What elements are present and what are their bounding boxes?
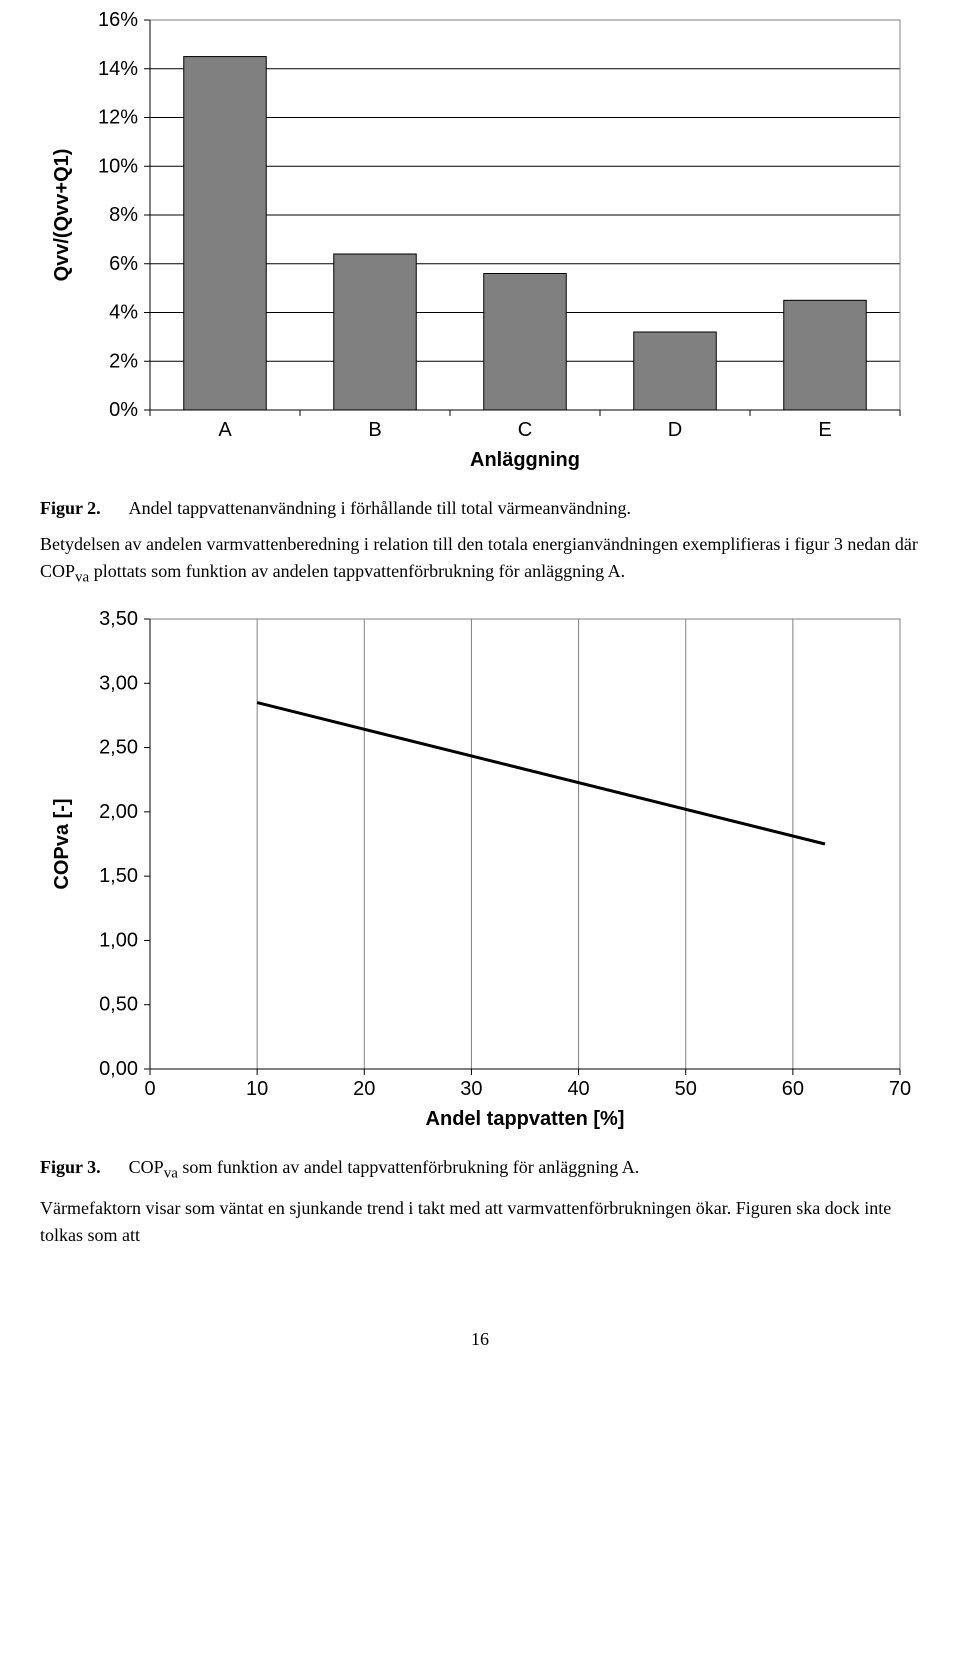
svg-text:2,00: 2,00 (99, 801, 138, 823)
svg-text:12%: 12% (98, 107, 138, 129)
svg-text:30: 30 (460, 1078, 482, 1100)
svg-text:3,50: 3,50 (99, 609, 138, 630)
fig2-text: Andel tappvattenanvändning i förhållande… (129, 498, 631, 519)
svg-text:10%: 10% (98, 155, 138, 177)
svg-text:0: 0 (144, 1078, 155, 1100)
svg-text:70: 70 (889, 1078, 911, 1100)
svg-text:Anläggning: Anläggning (470, 449, 580, 471)
svg-text:20: 20 (353, 1078, 375, 1100)
svg-text:D: D (668, 419, 682, 441)
svg-text:B: B (368, 419, 381, 441)
svg-text:16%: 16% (98, 10, 138, 31)
svg-text:Andel tappvatten [%]: Andel tappvatten [%] (426, 1108, 625, 1130)
svg-text:4%: 4% (109, 302, 138, 324)
svg-text:60: 60 (782, 1078, 804, 1100)
svg-text:A: A (218, 419, 232, 441)
svg-text:COPva [-]: COPva [-] (51, 799, 73, 890)
svg-text:40: 40 (567, 1078, 589, 1100)
svg-text:6%: 6% (109, 253, 138, 275)
fig3-text: COPva som funktion av andel tappvattenfö… (129, 1157, 640, 1183)
fig2-caption: Figur 2. Andel tappvattenanvändning i fö… (40, 498, 920, 519)
svg-text:10: 10 (246, 1078, 268, 1100)
svg-text:14%: 14% (98, 58, 138, 80)
svg-text:2%: 2% (109, 350, 138, 372)
svg-text:C: C (518, 419, 532, 441)
svg-text:1,50: 1,50 (99, 865, 138, 887)
page-number: 16 (40, 1329, 920, 1350)
fig3-label: Figur 3. (40, 1157, 101, 1183)
svg-text:3,00: 3,00 (99, 672, 138, 694)
svg-text:0,50: 0,50 (99, 994, 138, 1016)
svg-text:1,00: 1,00 (99, 930, 138, 952)
svg-text:Qvv/(Qvv+Q1): Qvv/(Qvv+Q1) (51, 149, 73, 282)
bar-chart: 0% 2% 4% 6% 8% 10% 12% 14% 16% A B C D E Anläggning Qvv… (40, 10, 920, 480)
paragraph-1: Betydelsen av andelen varmvattenberednin… (40, 531, 920, 589)
fig2-label: Figur 2. (40, 498, 101, 519)
fig3-caption: Figur 3. COPva som funktion av andel tap… (40, 1157, 920, 1183)
svg-text:E: E (818, 419, 831, 441)
svg-text:8%: 8% (109, 204, 138, 226)
svg-text:50: 50 (675, 1078, 697, 1100)
svg-text:0,00: 0,00 (99, 1058, 138, 1080)
svg-text:0%: 0% (109, 399, 138, 421)
svg-text:2,50: 2,50 (99, 737, 138, 759)
line-chart: 0,00 0,50 1,00 1,50 2,00 2,50 3,00 3,50 0 10 20 30 4… (40, 609, 920, 1139)
paragraph-2: Värmefaktorn visar som väntat en sjunkan… (40, 1195, 920, 1249)
